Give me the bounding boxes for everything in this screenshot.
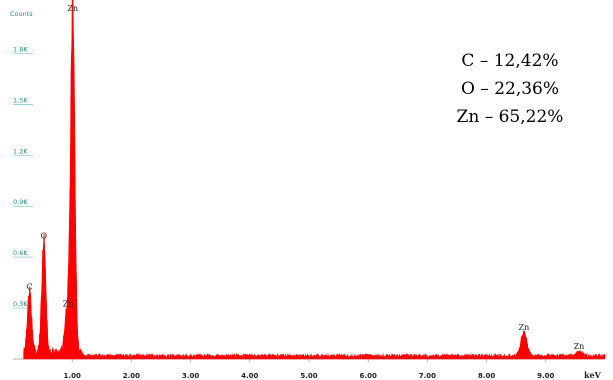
x-tick-label: 2.00 — [123, 372, 140, 380]
peak-label: Zn — [67, 4, 78, 13]
composition-line-o: O – 22,36% — [461, 79, 559, 99]
y-axis: 0.3K 0.6K 0.9K 1.2K 1.5K 1.8K — [13, 45, 33, 309]
spectrum-series — [23, 0, 606, 360]
x-axis: 1.00 2.00 3.00 4.00 5.00 6.00 7.00 8.00 9.00 — [13, 358, 605, 380]
y-tick-label: 1.2K — [13, 147, 28, 155]
x-tick-label: 4.00 — [241, 372, 258, 380]
peak-label: Zn — [63, 299, 74, 308]
x-tick-label: 7.00 — [419, 372, 436, 380]
composition-line-zn: Zn – 65,22% — [457, 107, 564, 127]
peak-label: O — [41, 232, 48, 241]
y-tick-label: 0.3K — [13, 300, 28, 308]
peak-labels: C O Zn Zn Zn Zn — [27, 4, 585, 351]
y-tick-label: 0.6K — [13, 249, 28, 257]
peak-label: C — [27, 282, 33, 291]
y-tick-label: 1.8K — [13, 45, 28, 53]
y-tick-label: 0.9K — [13, 198, 28, 206]
composition-line-c: C – 12,42% — [461, 51, 558, 71]
y-axis-label: Counts — [10, 10, 33, 18]
peak-label: Zn — [574, 342, 585, 351]
composition-annotation: C – 12,42% O – 22,36% Zn – 65,22% — [457, 51, 564, 127]
spectrum-area — [23, 0, 606, 360]
y-tick-label: 1.5K — [13, 96, 28, 104]
x-tick-label: 8.00 — [478, 372, 495, 380]
x-tick-label: 6.00 — [360, 372, 377, 380]
x-axis-unit-label: keV — [584, 370, 602, 380]
x-tick-label: 1.00 — [64, 372, 81, 380]
x-tick-label: 5.00 — [300, 372, 317, 380]
x-tick-label: 3.00 — [182, 372, 199, 380]
peak-label: Zn — [519, 323, 530, 332]
x-tick-label: 9.00 — [537, 372, 554, 380]
